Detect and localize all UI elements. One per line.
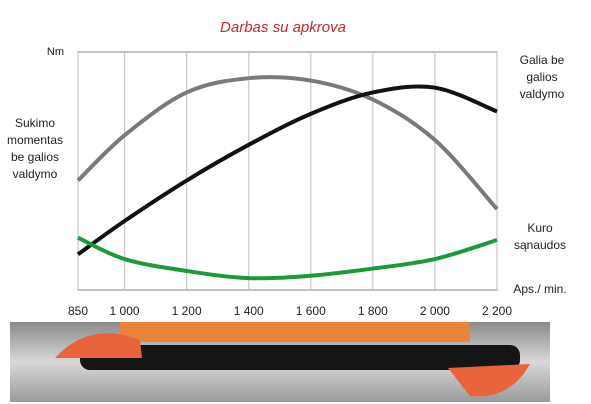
series-label: Sukimo momentas be galios valdymo bbox=[6, 116, 64, 181]
photo-right-part bbox=[448, 364, 530, 397]
series-label: Kuro sąnaudos bbox=[513, 221, 567, 252]
photo-plate bbox=[120, 322, 470, 342]
series-line bbox=[77, 235, 498, 281]
x-tick-label: 1 400 bbox=[234, 304, 264, 318]
series-line bbox=[76, 75, 499, 211]
x-tick-label: 2 000 bbox=[420, 304, 450, 318]
x-tick-label: 1 800 bbox=[358, 304, 388, 318]
x-tick-label: 1 200 bbox=[172, 304, 202, 318]
x-tick-label: 2 200 bbox=[482, 304, 512, 318]
photo-blade bbox=[80, 345, 520, 370]
x-tick-label: 1 000 bbox=[110, 304, 140, 318]
y-axis-label: Nm bbox=[47, 46, 64, 58]
x-axis-label: Aps./ min. bbox=[513, 282, 566, 296]
series-line bbox=[76, 84, 498, 256]
chart-title: Darbas su apkrova bbox=[220, 19, 346, 36]
x-tick-label: 1 600 bbox=[296, 304, 326, 318]
photo-left-part bbox=[55, 333, 142, 358]
photo bbox=[10, 322, 550, 402]
series-label: Galia be galios valdymo bbox=[519, 53, 565, 101]
x-tick-label: 850 bbox=[68, 304, 88, 318]
